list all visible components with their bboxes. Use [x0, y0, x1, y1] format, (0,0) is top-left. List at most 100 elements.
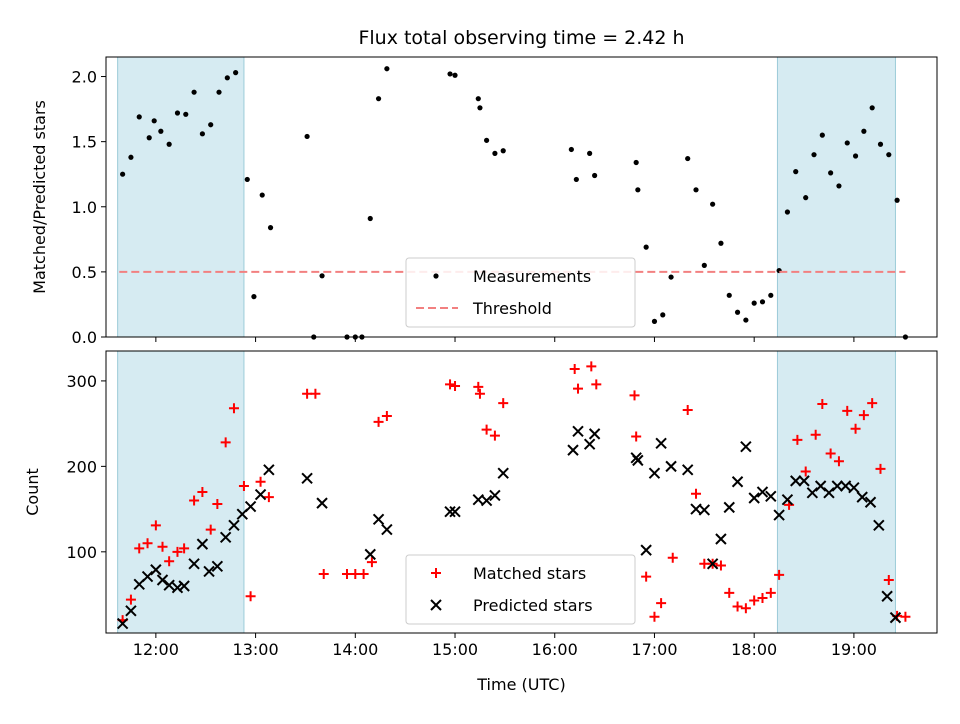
measurement-point: [128, 154, 134, 160]
matched-star-point: [481, 424, 492, 435]
measurement-point: [751, 300, 757, 306]
predicted-star-point: [632, 454, 644, 467]
measurement-point: [573, 176, 579, 183]
matched-star-point: [586, 361, 597, 372]
predicted-star-point: [798, 475, 810, 487]
matched-star-point: [573, 383, 584, 394]
legend-box: [405, 554, 636, 625]
matched-star-point: [825, 448, 836, 459]
measurement-point: [251, 294, 257, 300]
legend-label: Measurements: [473, 267, 591, 286]
measurement-point: [158, 128, 164, 134]
predicted-star-point: [228, 519, 240, 532]
matched-star-point: [774, 569, 785, 580]
matched-star-point: [172, 546, 183, 557]
predicted-star-point: [640, 544, 652, 556]
axes-frame: [105, 56, 938, 338]
measurement-point: [587, 150, 593, 156]
predicted-star-point: [480, 494, 493, 507]
predicted-star-point: [497, 467, 509, 479]
measurement-point: [568, 146, 574, 153]
matched-star-point: [189, 495, 200, 506]
measurement-point: [233, 70, 239, 76]
matched-star-point: [125, 594, 136, 605]
predicted-star-point: [156, 574, 169, 586]
measurement-point: [819, 132, 825, 138]
predicted-star-point: [731, 476, 744, 488]
measurement-point: [869, 105, 875, 111]
predicted-star-point: [765, 490, 777, 502]
matched-star-point: [715, 560, 726, 571]
matched-star-point: [310, 388, 321, 399]
measurement-point: [259, 192, 265, 198]
legend: Measurements Threshold: [405, 257, 636, 328]
predicted-star-point: [681, 464, 694, 476]
count-panel: 12:00 13:00 14:00 15:00 16:00 17:00 18:00 19:00…: [23, 350, 938, 694]
matched-star-point: [373, 416, 384, 427]
measurement-point: [244, 176, 250, 183]
matched-star-point: [649, 611, 660, 622]
predicted-star-point: [790, 475, 802, 487]
predicted-star-point: [449, 505, 461, 518]
matched-star-point: [134, 543, 145, 554]
matched-star-point: [498, 398, 509, 409]
matched-star-point: [740, 603, 751, 614]
predicted-star-point: [188, 558, 200, 570]
predicted-star-point: [831, 480, 843, 492]
predicted-star-point: [381, 523, 393, 536]
matched-star-point: [883, 575, 894, 586]
matched-star-point: [228, 403, 239, 414]
legend-label: Threshold: [472, 299, 552, 318]
predicted-star-point: [655, 437, 667, 449]
measurement-point: [759, 299, 766, 305]
axes-frame: [105, 350, 938, 634]
matched-star-point: [142, 538, 153, 549]
measurement-point: [633, 159, 639, 166]
measurement-point: [592, 172, 598, 179]
matched-star-point: [450, 381, 461, 392]
measurement-point: [701, 262, 707, 268]
matched-star-point: [150, 520, 161, 531]
measurement-point: [146, 135, 152, 141]
predicted-star-point: [648, 467, 661, 479]
measurement-point: [643, 244, 649, 250]
matched-star-point: [749, 595, 760, 606]
measurement-point: [120, 171, 126, 177]
matched-star-point: [179, 543, 190, 554]
y-tick-label: 2.0: [72, 68, 97, 87]
predicted-star-point: [372, 513, 385, 526]
measurement-point: [216, 89, 222, 95]
predicted-star-point: [698, 504, 711, 516]
predicted-star-point: [756, 486, 769, 498]
measurement-point: [861, 128, 867, 134]
predicted-star-point: [806, 487, 819, 499]
predicted-star-point: [489, 489, 501, 502]
predicted-star-point: [814, 480, 827, 492]
measurement-point: [743, 317, 749, 323]
matched-star-point: [366, 557, 377, 568]
measurement-point: [166, 141, 172, 147]
predicted-star-point: [781, 493, 794, 506]
measurement-point: [452, 72, 458, 78]
matched-star-point: [875, 463, 886, 474]
y-axis-label: Matched/Predicted stars: [30, 100, 49, 294]
y-tick-label: 0.5: [72, 263, 97, 282]
predicted-star-point: [848, 482, 860, 494]
matched-star-point: [629, 390, 640, 401]
predicted-star-point: [244, 500, 257, 513]
predicted-star-point: [881, 590, 893, 602]
x-tick-label: 18:00: [731, 640, 777, 659]
matched-star-point: [858, 410, 869, 421]
measurement-point: [651, 318, 658, 324]
measurement-point: [803, 195, 809, 201]
measurement-point: [844, 140, 850, 146]
x-tick-label: 15:00: [432, 640, 478, 659]
measurement-point: [685, 155, 691, 162]
legend-predicted-swatch: [430, 599, 442, 611]
matched-star-point: [641, 571, 652, 582]
measurement-point: [793, 169, 799, 175]
measurement-point: [886, 152, 892, 158]
shaded-interval: [776, 56, 896, 338]
predicted-star-point: [665, 460, 677, 473]
